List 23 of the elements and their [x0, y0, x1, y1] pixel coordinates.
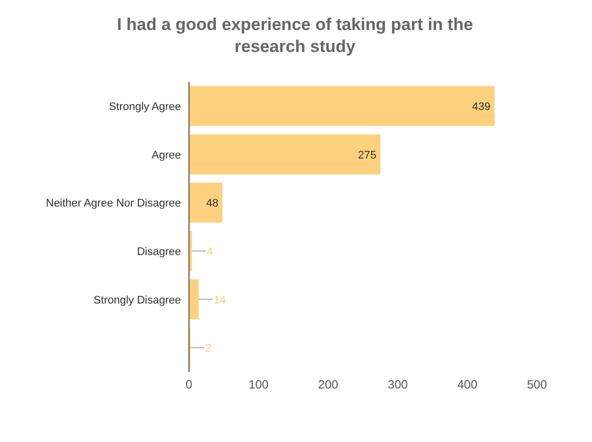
data-label: 4: [206, 246, 213, 258]
bar: [189, 134, 380, 174]
x-tick-label: 500: [526, 378, 548, 392]
x-tick-label: 300: [388, 378, 408, 392]
data-label: 439: [472, 101, 491, 113]
data-label: 275: [358, 149, 376, 162]
data-label: 2: [205, 342, 212, 355]
y-tick-label: Disagree: [136, 246, 181, 258]
y-tick-label: Neither Agree Nor Disagree: [46, 198, 181, 210]
x-tick-label: 400: [457, 378, 478, 392]
y-tick-label: Agree: [152, 149, 181, 162]
bar: [189, 86, 495, 126]
x-tick-label: 200: [318, 378, 339, 392]
y-tick-label: Strongly Disagree: [94, 294, 181, 306]
x-tick-label: 100: [248, 378, 269, 392]
data-label: 14: [214, 294, 226, 306]
data-label: 48: [206, 198, 218, 210]
bar: [189, 182, 222, 223]
chart-title: I had a good experience of taking part in the research study: [116, 14, 474, 58]
bar: [189, 279, 199, 320]
bar: [189, 231, 192, 271]
x-tick-label: 0: [186, 378, 193, 392]
y-tick-label: Strongly Agree: [108, 101, 181, 114]
